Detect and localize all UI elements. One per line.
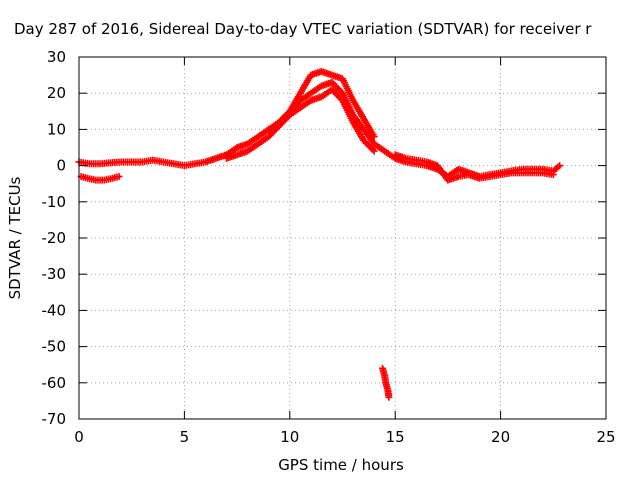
y-tick-label: -70 bbox=[42, 410, 67, 428]
y-tick-label: -20 bbox=[42, 229, 67, 247]
data-point bbox=[556, 162, 564, 170]
data-point bbox=[115, 172, 123, 180]
y-tick-label: 20 bbox=[47, 84, 66, 102]
y-axis-label: SDTVAR / TECUs bbox=[6, 176, 24, 299]
data-series bbox=[75, 67, 564, 401]
chart-title: Day 287 of 2016, Sidereal Day-to-day VTE… bbox=[14, 20, 592, 38]
y-tick-label: 0 bbox=[56, 157, 66, 175]
series-post-noon-arc bbox=[391, 151, 557, 184]
x-tick-label: 5 bbox=[180, 428, 190, 446]
plot-frame bbox=[78, 56, 607, 420]
x-tick-label: 15 bbox=[386, 428, 405, 446]
series-lower-arc bbox=[223, 86, 378, 162]
data-point bbox=[370, 147, 378, 155]
data-point bbox=[549, 171, 557, 179]
x-tick-label: 0 bbox=[74, 428, 84, 446]
y-tick-label: -10 bbox=[42, 193, 67, 211]
y-tick-label: -30 bbox=[42, 265, 67, 283]
y-axis-tick-labels: 30 20 10 0 -10 -20 -30 -40 -50 -60 -70 bbox=[42, 48, 67, 428]
series-outlier-drop bbox=[379, 364, 393, 401]
x-tick-label: 25 bbox=[596, 428, 615, 446]
x-axis-label: GPS time / hours bbox=[278, 456, 404, 474]
y-tick-label: 30 bbox=[47, 48, 66, 66]
axis-ticks bbox=[78, 56, 607, 420]
y-tick-label: -40 bbox=[42, 301, 67, 319]
x-axis-tick-labels: 0 5 10 15 20 25 bbox=[74, 428, 615, 446]
series-early-dip bbox=[77, 172, 123, 184]
data-point bbox=[370, 133, 378, 141]
data-point bbox=[385, 393, 393, 401]
x-tick-label: 10 bbox=[280, 428, 299, 446]
y-tick-label: -50 bbox=[42, 338, 67, 356]
x-tick-label: 20 bbox=[491, 428, 510, 446]
y-tick-label: 10 bbox=[47, 120, 66, 138]
y-tick-label: -60 bbox=[42, 374, 67, 392]
grid-lines bbox=[79, 57, 606, 419]
